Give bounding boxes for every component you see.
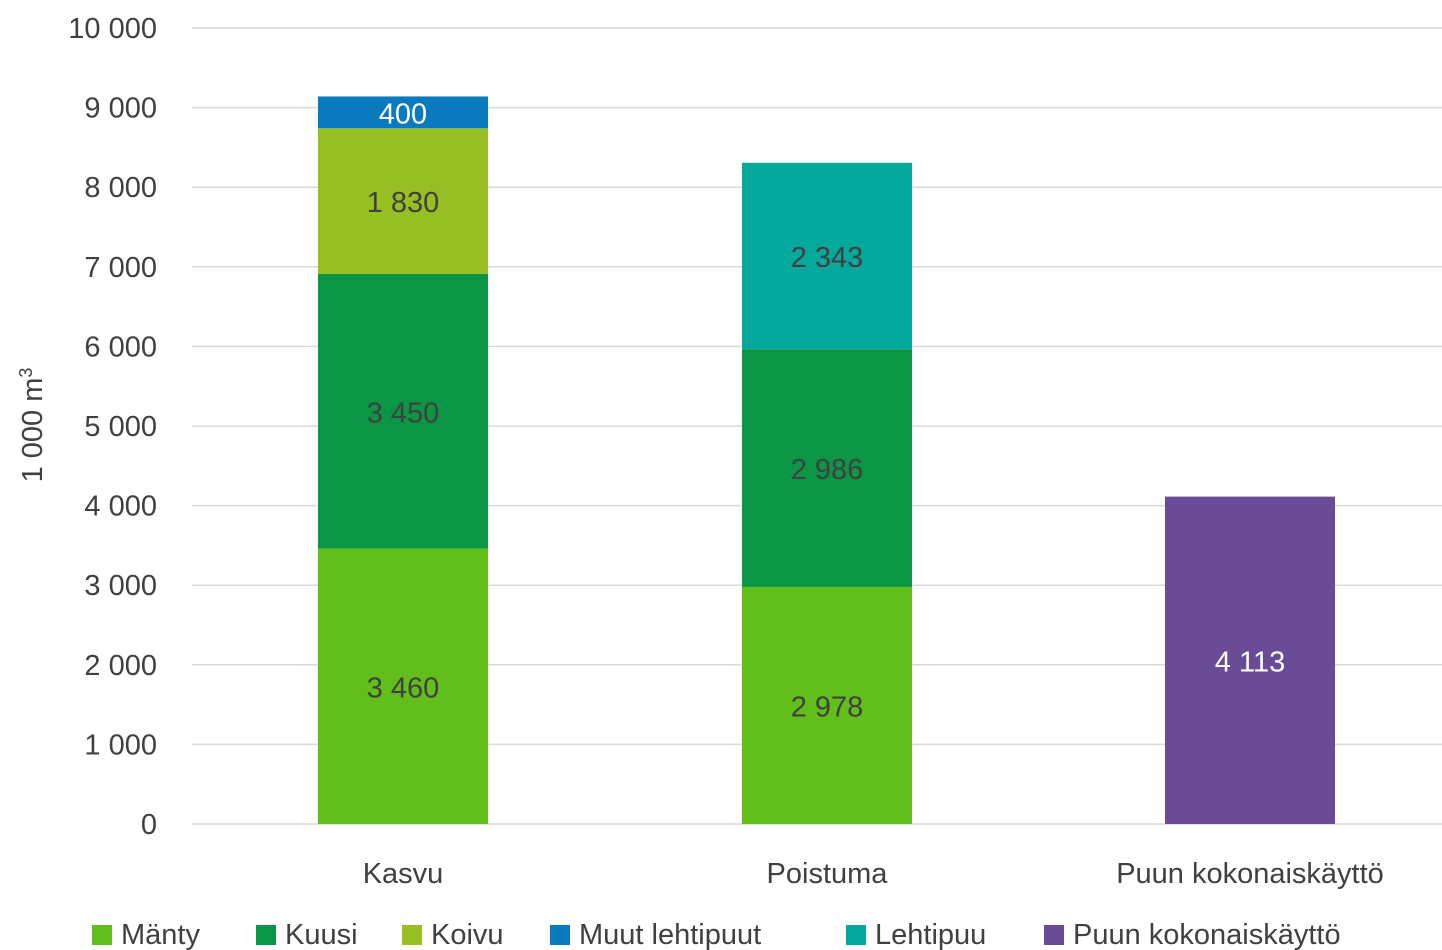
y-tick-label: 2 000 xyxy=(84,650,157,682)
bars: 3 460 3 450 1 830 400 2 978 2 986 2 343 4 113 xyxy=(318,96,1335,824)
legend-entry: Lehtipuu xyxy=(875,919,986,950)
y-tick-label: 10 000 xyxy=(68,13,157,45)
bar-segment xyxy=(318,273,488,549)
y-tick-label: 3 000 xyxy=(84,570,157,602)
data-label: 2 986 xyxy=(791,454,864,486)
y-tick-label: 0 xyxy=(141,809,157,841)
legend-swatch xyxy=(846,925,866,945)
y-tick-labels: 0 1 000 2 000 3 000 4 000 5 000 6 000 7 000 8 00… xyxy=(68,13,157,841)
legend-swatch xyxy=(550,925,570,945)
x-category-label: Poistuma xyxy=(767,858,889,890)
y-axis-title-text: 1 000 m xyxy=(17,378,49,483)
y-tick-label: 5 000 xyxy=(84,411,157,443)
legend: Mänty Kuusi Koivu Muut lehtipuut Lehtipuu Puu… xyxy=(92,919,1341,950)
x-category-label: Kasvu xyxy=(363,858,444,890)
legend-entry: Puun kokonaiskäyttö xyxy=(1073,919,1341,950)
y-tick-label: 9 000 xyxy=(84,93,157,125)
bar-segment xyxy=(318,548,488,824)
legend-swatch xyxy=(92,925,112,945)
bar-segment xyxy=(318,96,488,129)
y-tick-label: 4 000 xyxy=(84,491,157,523)
data-label: 4 113 xyxy=(1215,646,1285,678)
bar-segment xyxy=(318,128,488,274)
data-label: 1 830 xyxy=(367,187,440,219)
data-label: 2 343 xyxy=(791,242,864,274)
bar-segment xyxy=(742,586,912,824)
legend-swatch xyxy=(256,925,276,945)
data-label: 3 450 xyxy=(367,397,440,429)
legend-entry: Mänty xyxy=(121,919,200,950)
legend-entry: Kuusi xyxy=(285,919,358,950)
legend-swatch xyxy=(1044,925,1064,945)
data-label: 400 xyxy=(379,98,427,130)
x-category-labels: Kasvu Poistuma Puun kokonaiskäyttö xyxy=(363,858,1384,890)
bar-segment xyxy=(742,349,912,587)
y-axis-title-superscript: 3 xyxy=(16,368,36,378)
y-tick-label: 8 000 xyxy=(84,172,157,204)
y-axis-title: 1 000 m3 xyxy=(16,368,49,483)
data-label: 2 978 xyxy=(791,691,864,723)
bar-segment xyxy=(742,162,912,350)
x-category-label: Puun kokonaiskäyttö xyxy=(1116,858,1384,890)
y-tick-label: 7 000 xyxy=(84,252,157,284)
y-tick-label: 1 000 xyxy=(84,729,157,761)
data-label: 3 460 xyxy=(367,672,440,704)
legend-entry: Muut lehtipuut xyxy=(579,919,761,950)
legend-entry: Koivu xyxy=(431,919,504,950)
y-tick-label: 6 000 xyxy=(84,331,157,363)
legend-swatch xyxy=(402,925,422,945)
bar-segment xyxy=(1165,496,1335,824)
